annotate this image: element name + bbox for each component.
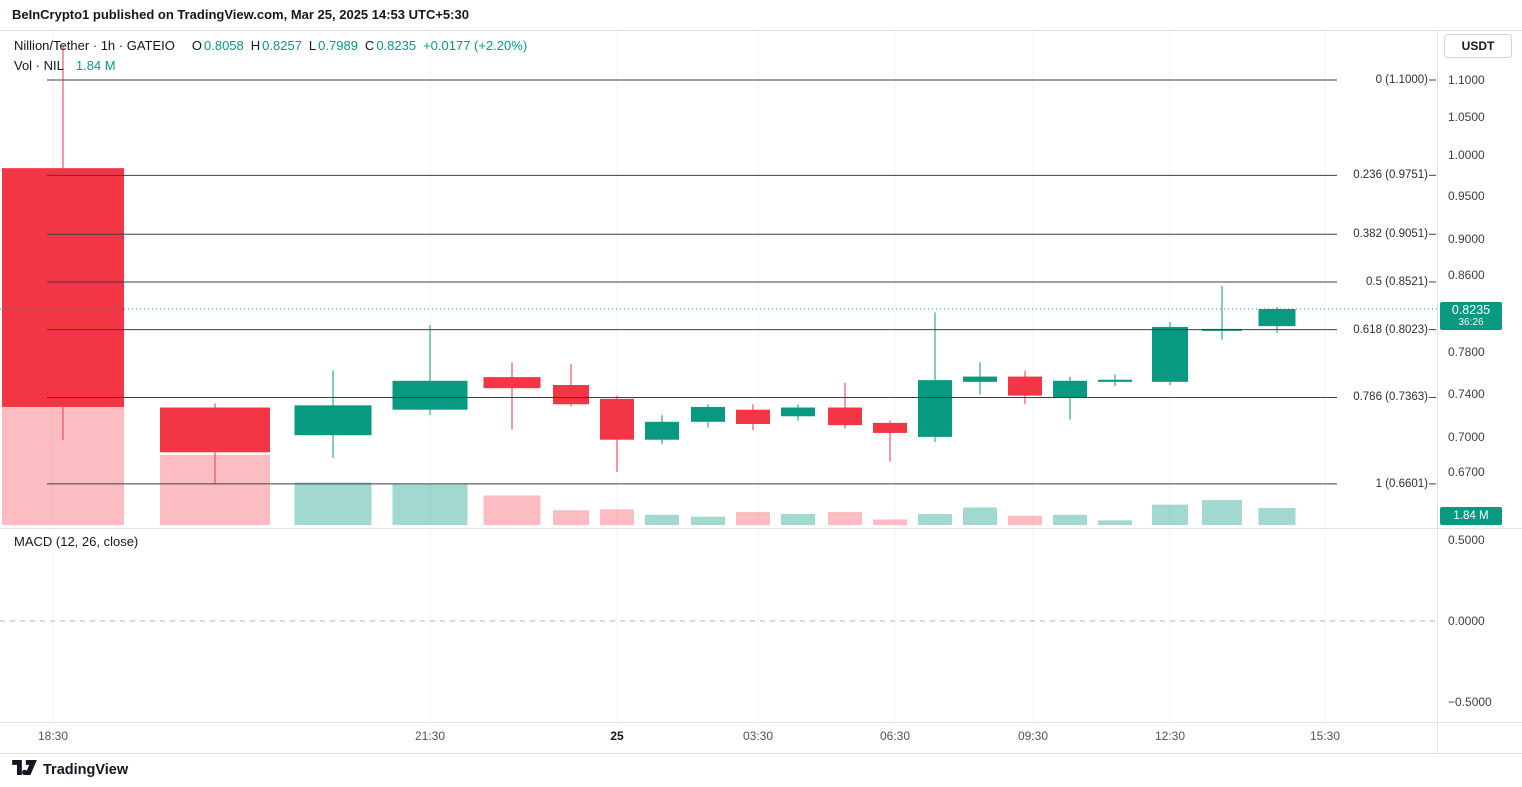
volume-bar xyxy=(781,513,815,525)
time-axis-tick: 21:30 xyxy=(414,729,446,743)
change-value: +0.0177 (+2.20%) xyxy=(423,38,528,53)
candle[interactable] xyxy=(553,385,589,405)
separator xyxy=(0,722,1522,723)
open-value: 0.8058 xyxy=(204,38,244,53)
legend: Nillion/Tether · 1h · GATEIO O 0.8058 H 0.82… xyxy=(14,36,527,76)
candle[interactable] xyxy=(828,407,862,426)
last-price-tag: 0.8235 36:26 xyxy=(1440,301,1502,330)
separator xyxy=(0,753,1522,754)
candle[interactable] xyxy=(736,409,770,425)
volume-tag: 1.84 M xyxy=(1440,507,1502,525)
price-axis-tick: 1.0500 xyxy=(1448,109,1485,124)
candle[interactable] xyxy=(600,398,634,440)
time-axis-tick: 03:30 xyxy=(742,729,774,743)
low-label: L xyxy=(308,38,317,53)
volume-bar xyxy=(1258,507,1296,525)
volume-bar xyxy=(963,507,997,525)
volume-bar xyxy=(600,509,634,525)
volume-bar xyxy=(553,510,589,525)
time-axis[interactable]: 18:30 21:30 25 03:30 06:30 09:30 12:30 15:30 xyxy=(0,722,1437,753)
candle[interactable] xyxy=(963,376,997,382)
volume-bar xyxy=(828,512,862,525)
bar-countdown: 36:26 xyxy=(1458,316,1484,328)
candle[interactable] xyxy=(392,380,468,410)
volume-bar xyxy=(1053,514,1087,525)
candle[interactable] xyxy=(1152,326,1188,382)
candle[interactable] xyxy=(645,421,679,440)
candle[interactable] xyxy=(1053,380,1087,398)
volume-bar xyxy=(873,519,907,525)
time-axis-tick: 12:30 xyxy=(1154,729,1186,743)
volume-bar xyxy=(1098,520,1132,525)
pane-separator xyxy=(0,528,1522,529)
volume-bar xyxy=(483,495,541,525)
close-value: 0.8235 xyxy=(376,38,417,53)
macd-indicator-label[interactable]: MACD (12, 26, close) xyxy=(14,534,139,549)
price-axis-tick: 0.7000 xyxy=(1448,430,1485,445)
footer: TradingView xyxy=(12,760,128,780)
time-axis-tick: 09:30 xyxy=(1017,729,1049,743)
volume-label: Vol · NIL xyxy=(14,58,64,73)
candle[interactable] xyxy=(294,405,372,436)
time-axis-tick: 15:30 xyxy=(1309,729,1341,743)
volume-bar xyxy=(691,516,725,525)
volume-bar xyxy=(736,512,770,525)
volume-value: 1.84 M xyxy=(75,58,116,73)
volume-bar xyxy=(1202,500,1242,525)
price-axis[interactable]: 1.1000 1.0500 1.0000 0.9500 0.9000 0.8600 0.78… xyxy=(0,30,1522,753)
price-axis-tick: 0.7400 xyxy=(1448,386,1485,401)
time-axis-tick: 06:30 xyxy=(879,729,911,743)
price-axis-tick: 0.9000 xyxy=(1448,231,1485,246)
volume-legend-row[interactable]: Vol · NIL 1.84 M xyxy=(14,56,527,76)
price-axis-tick: 0.9500 xyxy=(1448,188,1485,203)
price-axis-tick: 0.6700 xyxy=(1448,465,1485,480)
candle[interactable] xyxy=(1008,376,1042,396)
volume-bar xyxy=(1008,515,1042,525)
price-axis-tick: 0.8600 xyxy=(1448,267,1485,282)
attribution-bar: BeInCrypto1 published on TradingView.com… xyxy=(0,0,1522,30)
currency-toggle-button[interactable]: USDT xyxy=(1444,34,1512,58)
tradingview-logo-text[interactable]: TradingView xyxy=(43,762,129,778)
candle[interactable] xyxy=(873,422,907,433)
volume-bar xyxy=(1152,504,1188,525)
close-label: C xyxy=(364,38,375,53)
price-axis-tick: 0.7800 xyxy=(1448,344,1485,359)
price-axis-tick: 1.0000 xyxy=(1448,148,1485,163)
high-label: H xyxy=(250,38,261,53)
price-axis-tick: 1.1000 xyxy=(1448,73,1485,87)
time-axis-tick: 25 xyxy=(610,729,624,743)
candle[interactable] xyxy=(1258,308,1296,327)
candle[interactable] xyxy=(918,380,952,437)
price-axis-tick: −0.5000 xyxy=(1448,695,1492,709)
volume-bar xyxy=(392,484,468,525)
candle[interactable] xyxy=(691,406,725,422)
symbol-title[interactable]: Nillion/Tether · 1h · GATEIO xyxy=(14,38,175,53)
volume-bar xyxy=(918,513,952,525)
symbol-legend-row[interactable]: Nillion/Tether · 1h · GATEIO O 0.8058 H 0.82… xyxy=(14,36,527,56)
open-label: O xyxy=(191,38,202,53)
low-value: 0.7989 xyxy=(318,38,358,53)
tradingview-logo-icon[interactable] xyxy=(12,760,37,780)
volume-bar xyxy=(645,514,679,525)
volume-bar xyxy=(294,482,372,525)
candle[interactable] xyxy=(781,407,815,417)
candle[interactable] xyxy=(2,168,124,407)
attribution-text: BeInCrypto1 published on TradingView.com… xyxy=(12,7,469,22)
price-axis-tick: 0.0000 xyxy=(1448,614,1485,628)
high-value: 0.8257 xyxy=(262,38,302,53)
candle[interactable] xyxy=(1098,379,1132,382)
axis-separator xyxy=(1437,30,1438,753)
last-price-value: 0.8235 xyxy=(1451,302,1491,317)
time-axis-tick: 18:30 xyxy=(37,729,69,743)
candle[interactable] xyxy=(483,377,541,389)
separator xyxy=(0,30,1522,31)
price-axis-tick: 0.5000 xyxy=(1448,533,1485,547)
candle[interactable] xyxy=(160,407,270,453)
